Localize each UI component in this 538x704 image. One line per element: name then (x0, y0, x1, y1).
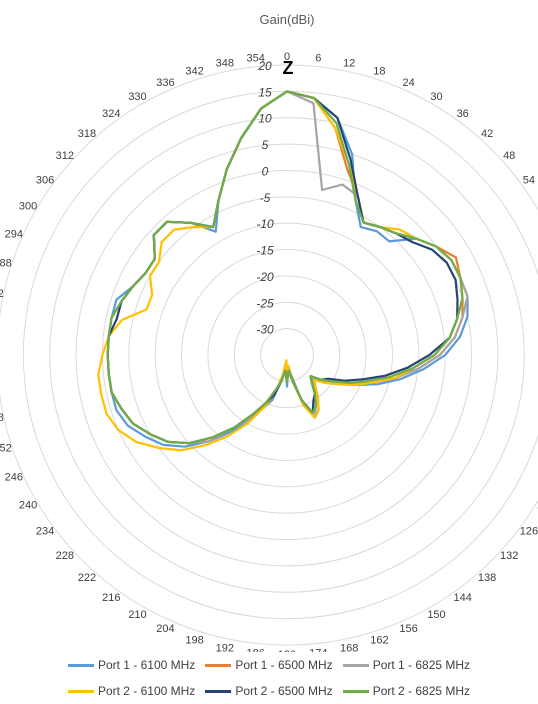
angle-tick-label: 48 (503, 150, 515, 162)
angle-tick-label: 330 (128, 91, 146, 103)
angle-tick-label: 36 (457, 108, 469, 120)
legend-item-port1-6825: Port 1 - 6825 MHz (343, 658, 470, 672)
legend-swatch (205, 664, 231, 667)
angle-tick-label: 240 (19, 500, 37, 512)
angle-tick-label: 126 (520, 526, 538, 538)
legend-label: Port 2 - 6825 MHz (373, 684, 470, 698)
legend-label: Port 1 - 6100 MHz (98, 658, 195, 672)
angle-tick-label: 162 (370, 634, 388, 646)
angle-tick-label: 288 (0, 258, 12, 270)
angle-tick-label: 150 (427, 609, 445, 621)
angle-tick-label: 192 (216, 643, 234, 653)
angle-tick-label: 318 (78, 128, 96, 140)
legend-item-port2-6500: Port 2 - 6500 MHz (205, 684, 332, 698)
radial-tick-label: 20 (257, 59, 272, 73)
angle-tick-label: 12 (343, 58, 355, 70)
radial-tick-label: -15 (256, 244, 274, 258)
z-axis-marker: Z (283, 58, 294, 78)
angle-tick-label: 42 (481, 128, 493, 140)
grid-circle (208, 276, 366, 434)
legend-label: Port 2 - 6100 MHz (98, 684, 195, 698)
angle-tick-label: 6 (315, 53, 321, 65)
legend-label: Port 1 - 6825 MHz (373, 658, 470, 672)
angle-tick-label: 234 (36, 526, 54, 538)
series-line-4 (98, 91, 462, 450)
angle-tick-label: 198 (185, 634, 203, 646)
grid-circle (102, 170, 471, 539)
angle-labels: 0612182430364248546066727884909610210811… (0, 51, 538, 652)
grid-circle (0, 65, 538, 645)
legend-row-2: Port 2 - 6100 MHz Port 2 - 6500 MHz Port… (0, 678, 538, 704)
legend-swatch (68, 690, 94, 693)
angle-tick-label: 138 (478, 572, 496, 584)
radial-tick-label: 5 (262, 138, 269, 152)
radial-tick-label: 0 (262, 165, 269, 179)
angle-tick-label: 348 (216, 58, 234, 70)
legend-item-port2-6825: Port 2 - 6825 MHz (343, 684, 470, 698)
radial-tick-label: -20 (256, 270, 274, 284)
grid-circle (234, 302, 339, 407)
radial-tick-label: 15 (258, 85, 272, 99)
angle-tick-label: 222 (78, 572, 96, 584)
angle-tick-label: 54 (523, 174, 535, 186)
radial-tick-label: -10 (256, 217, 274, 231)
angle-tick-label: 300 (19, 201, 37, 213)
angle-tick-label: 24 (402, 77, 414, 89)
angle-tick-label: 204 (156, 623, 174, 635)
angle-tick-label: 18 (373, 66, 385, 78)
legend-swatch (205, 690, 231, 693)
angle-tick-label: 258 (0, 412, 4, 424)
angle-tick-label: 228 (56, 550, 74, 562)
angle-tick-label: 210 (128, 609, 146, 621)
legend-label: Port 2 - 6500 MHz (235, 684, 332, 698)
angle-tick-label: 132 (500, 550, 518, 562)
angle-tick-label: 294 (5, 228, 23, 240)
angle-tick-label: 306 (36, 174, 54, 186)
angle-tick-label: 246 (5, 472, 23, 484)
grid-circle (50, 118, 525, 593)
legend: Port 1 - 6100 MHz Port 1 - 6500 MHz Port… (0, 652, 538, 704)
angle-tick-label: 282 (0, 288, 4, 300)
polar-chart: Gain(dBi) 061218243036424854606672788490… (0, 0, 538, 652)
angle-tick-label: 144 (454, 592, 472, 604)
angle-tick-label: 324 (102, 108, 120, 120)
radial-tick-label: 10 (258, 112, 272, 126)
legend-item-port1-6500: Port 1 - 6500 MHz (205, 658, 332, 672)
angle-tick-label: 30 (430, 91, 442, 103)
legend-swatch (68, 664, 94, 667)
grid-circle (129, 197, 445, 513)
polar-grid (0, 65, 538, 645)
angle-tick-label: 312 (56, 150, 74, 162)
angle-tick-label: 168 (340, 643, 358, 653)
legend-label: Port 1 - 6500 MHz (235, 658, 332, 672)
legend-swatch (343, 690, 369, 693)
legend-row-1: Port 1 - 6100 MHz Port 1 - 6500 MHz Port… (0, 652, 538, 678)
legend-item-port2-6100: Port 2 - 6100 MHz (68, 684, 195, 698)
angle-tick-label: 342 (185, 66, 203, 78)
grid-circle (182, 250, 393, 461)
angle-tick-label: 156 (399, 623, 417, 635)
radial-tick-label: -30 (256, 323, 274, 337)
radial-tick-label: -5 (260, 191, 271, 205)
radial-tick-label: -25 (256, 296, 274, 310)
angle-tick-label: 336 (156, 77, 174, 89)
legend-swatch (343, 664, 369, 667)
legend-item-port1-6100: Port 1 - 6100 MHz (68, 658, 195, 672)
chart-title: Gain(dBi) (260, 12, 315, 27)
angle-tick-label: 216 (102, 592, 120, 604)
angle-tick-label: 252 (0, 442, 12, 454)
